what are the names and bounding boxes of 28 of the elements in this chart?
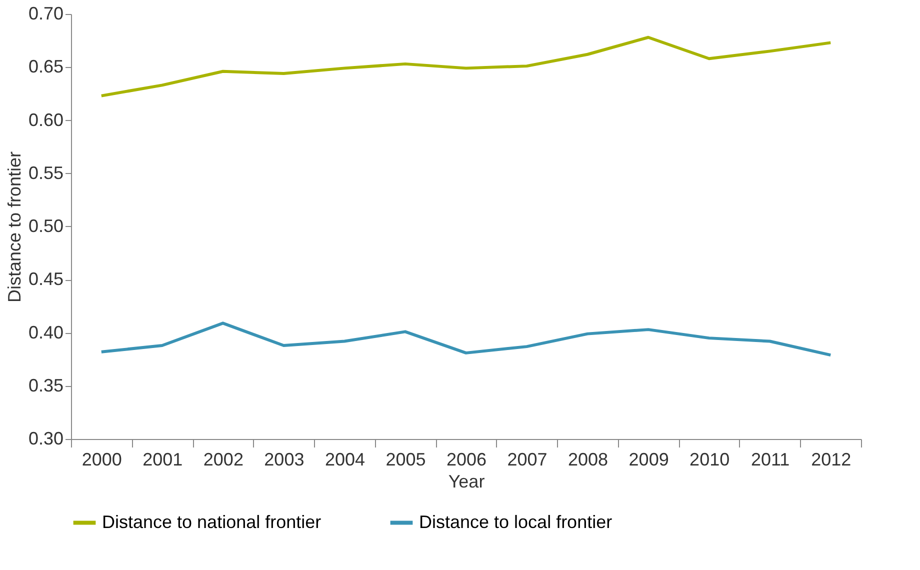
y-tick-label: 0.60 [28, 110, 64, 130]
x-tick-label: 2004 [324, 450, 365, 470]
x-tick-label: 2008 [568, 450, 608, 470]
y-tick-label: 0.45 [28, 269, 64, 290]
x-tick-label: 2005 [386, 450, 426, 470]
legend-label: Distance to national frontier [102, 512, 322, 532]
y-tick-label: 0.55 [28, 162, 64, 183]
y-tick-label: 0.30 [28, 428, 64, 448]
x-tick-label: 2009 [628, 450, 669, 470]
y-axis-title: Distance to frontier [4, 151, 24, 303]
x-tick-label: 2007 [507, 450, 548, 470]
y-tick-label: 0.50 [28, 216, 64, 236]
x-tick-label: 2006 [446, 450, 487, 470]
x-tick-label: 2003 [264, 450, 304, 470]
y-tick-label: 0.40 [28, 322, 64, 342]
x-tick-label: 2011 [750, 450, 790, 470]
legend-label: Distance to local frontier [419, 512, 612, 532]
y-tick-label: 0.35 [28, 375, 64, 396]
x-tick-label: 2012 [811, 450, 852, 470]
x-tick-label: 2000 [82, 450, 122, 470]
y-tick-label: 0.65 [28, 56, 64, 77]
line-series [100, 36, 832, 98]
y-tick-label: 0.70 [28, 4, 64, 24]
x-tick-label: 2002 [203, 450, 244, 470]
x-axis-title: Year [448, 472, 485, 492]
x-tick-label: 2010 [690, 450, 730, 470]
line-series [100, 322, 832, 357]
x-tick-label: 2001 [142, 450, 183, 470]
